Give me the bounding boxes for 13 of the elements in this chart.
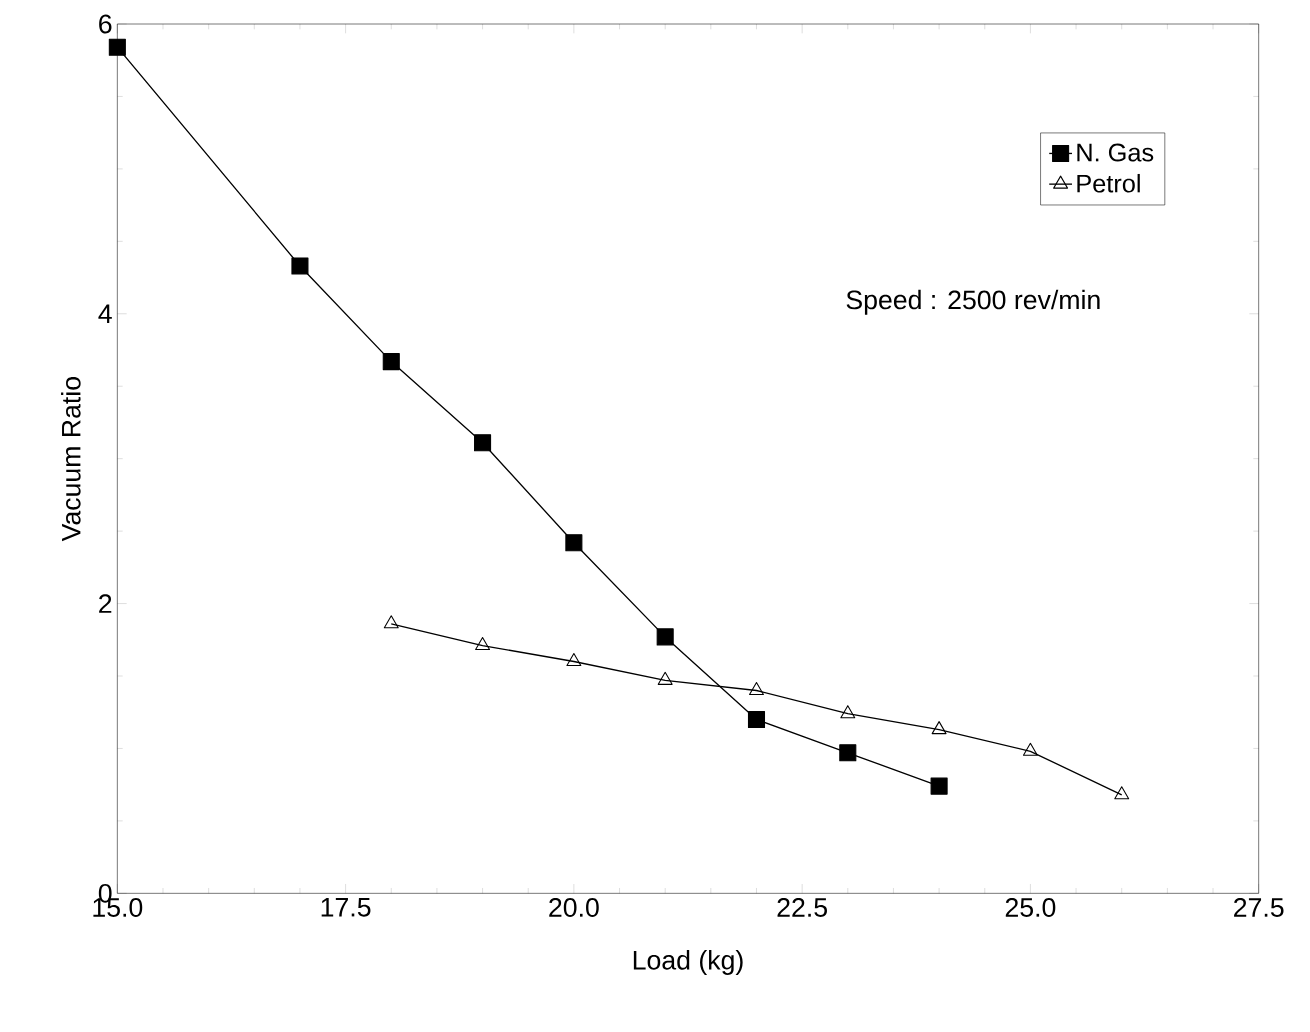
x-tick-label: 20.0 — [549, 898, 599, 917]
x-axis-title: Load (kg) — [633, 950, 743, 975]
x-tick-label: 17.5 — [321, 898, 371, 917]
y-axis-title: Vacuum Ratio — [61, 377, 81, 542]
y-tick-label: 4 — [98, 304, 112, 323]
x-tick-label: 27.5 — [1234, 898, 1284, 917]
legend-label: Petrol — [1077, 173, 1140, 193]
y-tick-label: 2 — [99, 594, 112, 613]
x-tick-label: 22.5 — [777, 898, 827, 917]
legend-label: N. Gas — [1077, 143, 1154, 162]
y-tick-label: 6 — [99, 14, 112, 34]
x-tick-label: 25.0 — [1005, 898, 1056, 917]
annotation: Speed : 2500 rev/min — [846, 289, 1100, 315]
